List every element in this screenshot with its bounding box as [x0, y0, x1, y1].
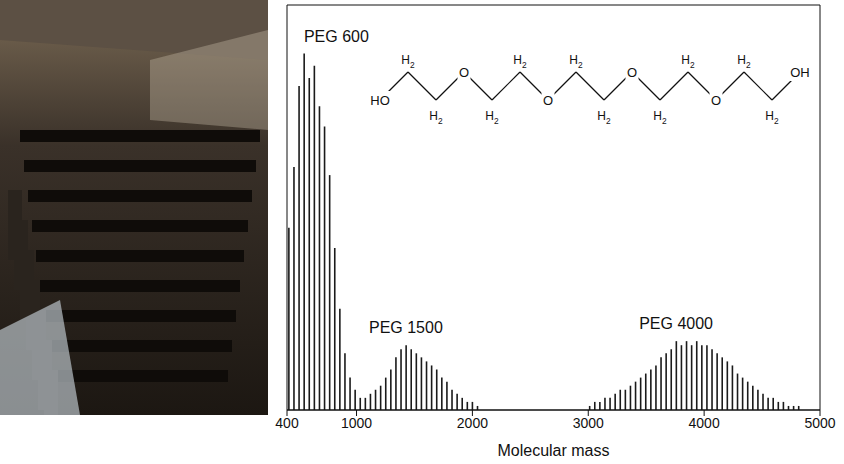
svg-text:O: O — [543, 93, 553, 108]
svg-text:H2: H2 — [485, 109, 499, 126]
svg-text:H2: H2 — [569, 53, 583, 70]
svg-text:H2: H2 — [737, 53, 751, 70]
svg-text:H2: H2 — [597, 109, 611, 126]
svg-text:H2: H2 — [401, 53, 415, 70]
svg-text:PEG 600: PEG 600 — [304, 28, 369, 45]
svg-text:PEG 4000: PEG 4000 — [639, 315, 713, 332]
svg-text:O: O — [711, 93, 721, 108]
svg-text:5000: 5000 — [804, 415, 835, 431]
svg-text:3000: 3000 — [573, 415, 604, 431]
svg-text:HO: HO — [370, 93, 390, 108]
svg-text:H2: H2 — [429, 109, 443, 126]
svg-text:Molecular mass: Molecular mass — [497, 442, 609, 459]
svg-text:H2: H2 — [681, 53, 695, 70]
svg-text:4000: 4000 — [689, 415, 720, 431]
svg-text:OH: OH — [790, 65, 810, 80]
svg-text:400: 400 — [275, 415, 299, 431]
svg-text:2000: 2000 — [457, 415, 488, 431]
svg-text:H2: H2 — [513, 53, 527, 70]
svg-text:O: O — [459, 65, 469, 80]
svg-text:H2: H2 — [765, 109, 779, 126]
svg-text:1000: 1000 — [341, 415, 372, 431]
svg-text:O: O — [627, 65, 637, 80]
svg-text:H2: H2 — [653, 109, 667, 126]
svg-text:PEG 1500: PEG 1500 — [369, 319, 443, 336]
